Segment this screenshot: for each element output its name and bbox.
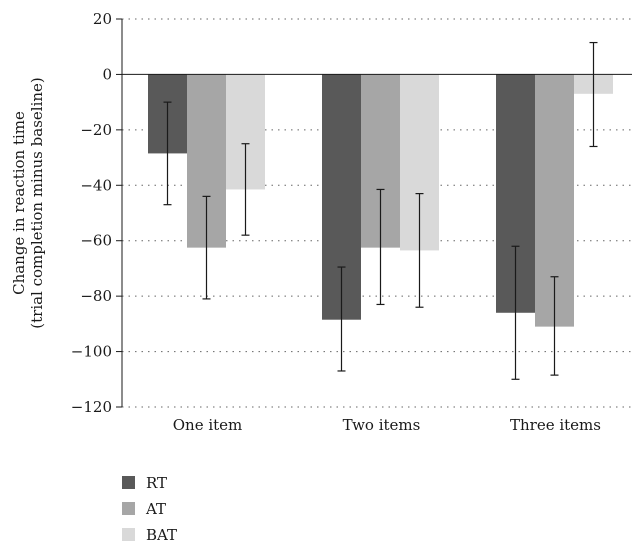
legend-swatch-bat [122,528,135,541]
axes [116,18,632,408]
legend-label-bat: BAT [146,526,177,544]
y-tick-label: −20 [80,121,112,139]
x-category-label: Two items [343,416,421,434]
y-axis-title-line: (trial completion minus baseline) [28,77,46,328]
legend: RT AT BAT [122,474,177,544]
y-tick-label: 0 [102,65,112,83]
y-tick-label: −100 [71,343,112,361]
x-category-label: One item [173,416,243,434]
error-bars [163,41,598,380]
y-tick-label: −120 [71,398,112,416]
labels: 20 0 −20 −40 −60 −80 −100 −120 One item Two items… [10,10,601,434]
y-tick-label: −40 [80,176,112,194]
y-tick-label: −80 [80,287,112,305]
y-tick-label: −60 [80,232,112,250]
y-axis-title-line: Change in reaction time [10,111,28,295]
legend-label-at: AT [145,500,166,518]
legend-swatch-at [122,502,135,515]
legend-swatch-rt [122,476,135,489]
legend-label-rt: RT [146,474,167,492]
x-category-label: Three items [510,416,601,434]
y-tick-label: 20 [93,10,112,28]
